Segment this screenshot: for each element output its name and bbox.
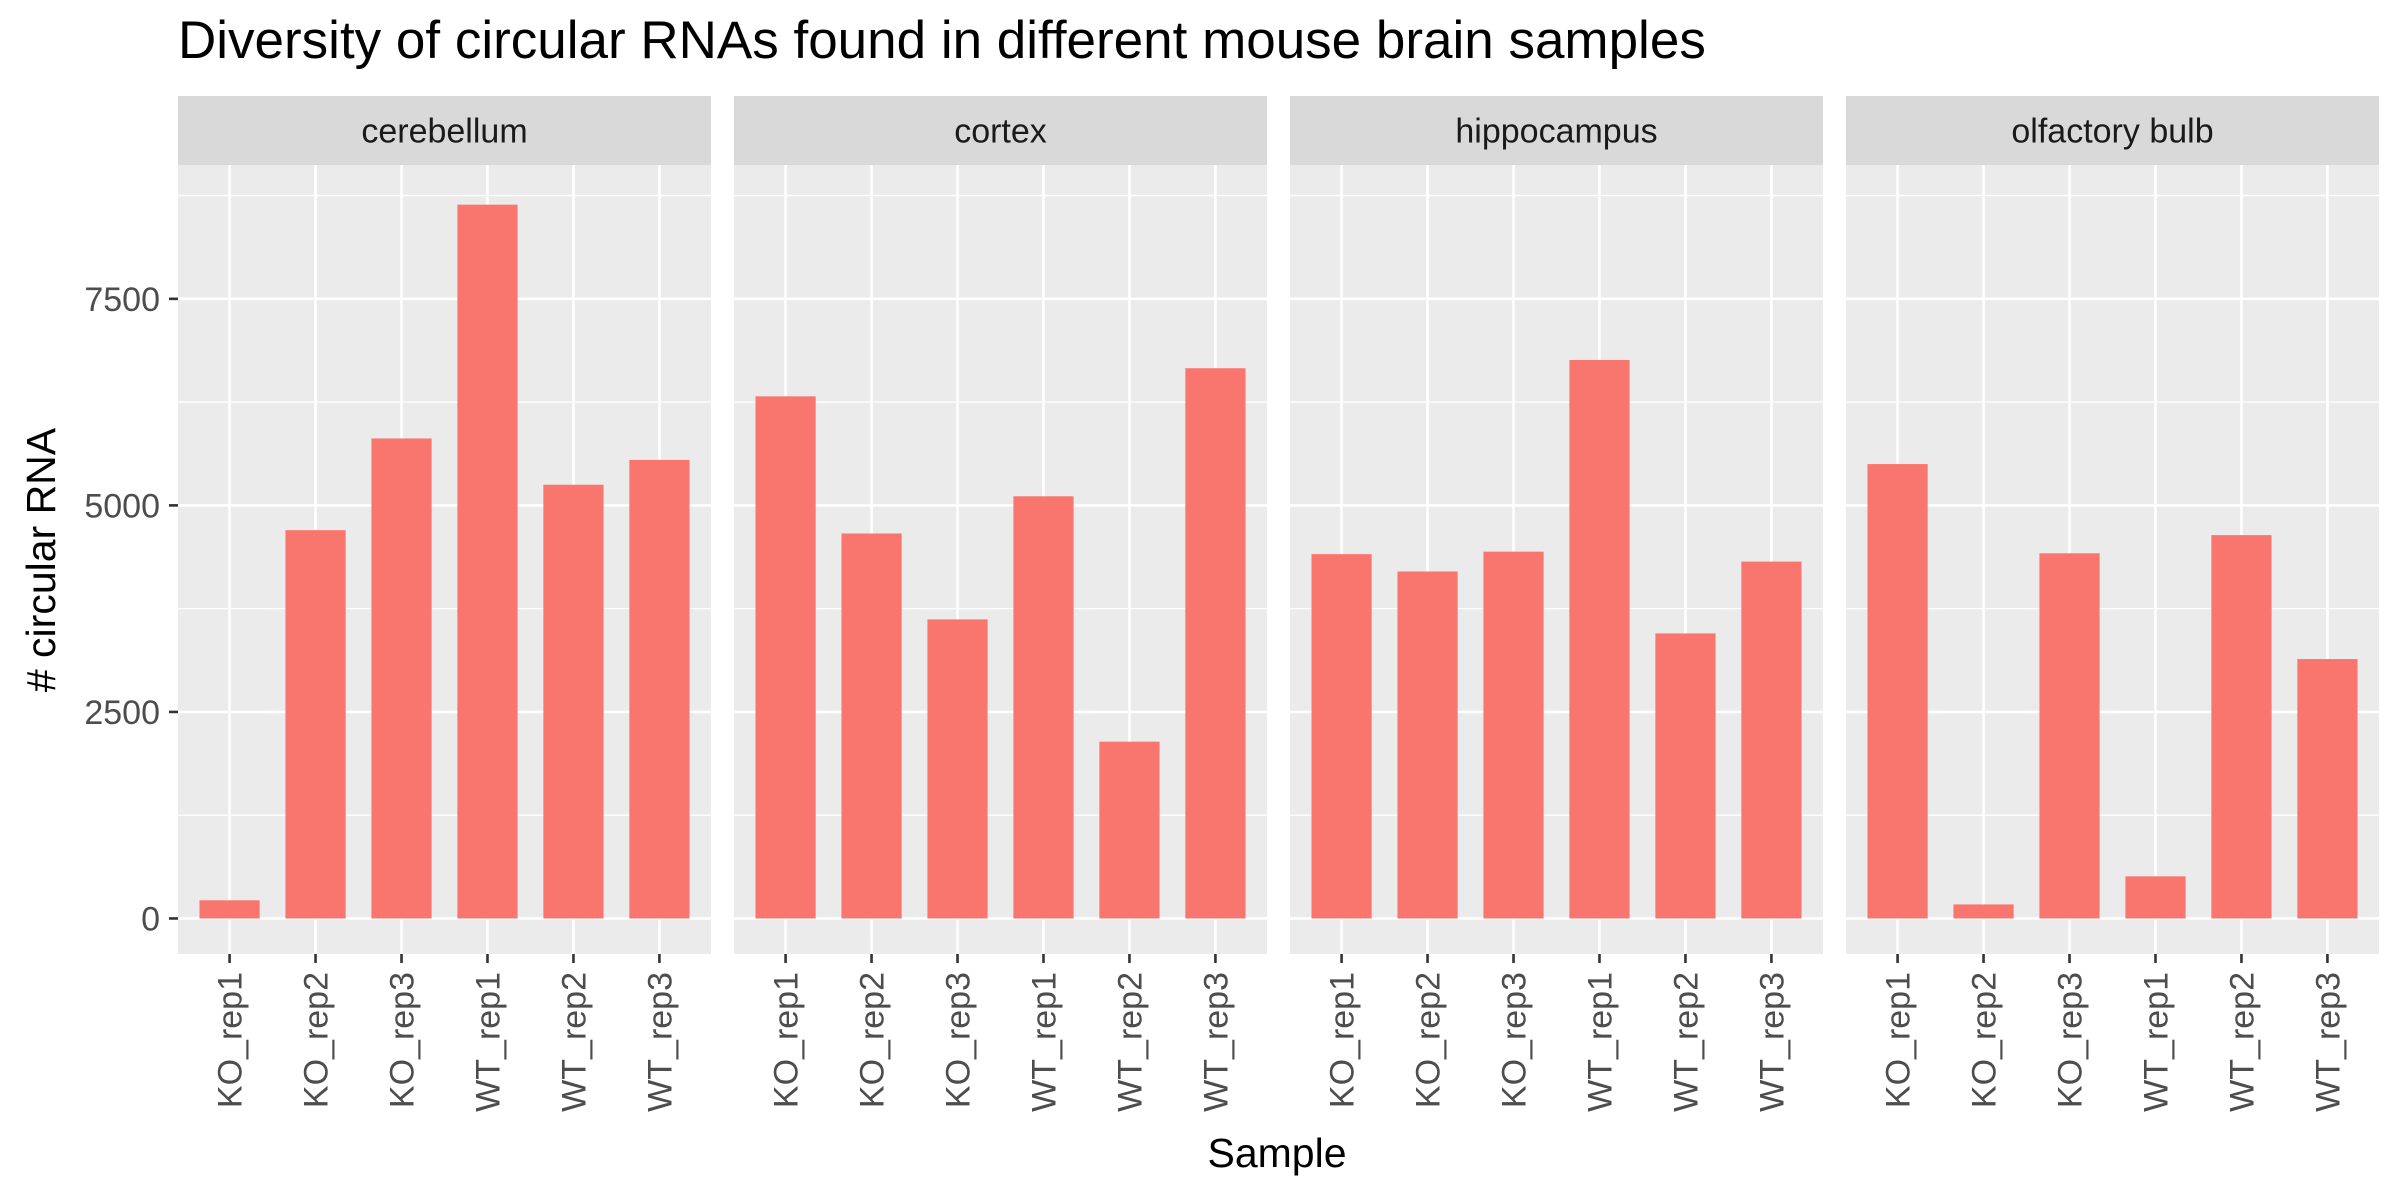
facet-strip (734, 96, 1267, 165)
facet-strip (1290, 96, 1823, 165)
panel-background (178, 165, 711, 954)
x-tick-label: WT_rep3 (641, 972, 679, 1112)
bar (629, 459, 690, 919)
bar (1867, 464, 1928, 919)
x-tick-label: KO_rep2 (298, 972, 336, 1108)
facet-label: hippocampus (1455, 113, 1657, 151)
x-tick-label: KO_rep2 (854, 972, 892, 1108)
x-tick-label: WT_rep2 (1111, 972, 1149, 1112)
bar (2125, 876, 2186, 919)
x-tick-label: WT_rep1 (1581, 972, 1619, 1112)
bar (1185, 368, 1246, 919)
panel-background (1290, 165, 1823, 954)
y-tick-label: 0 (141, 900, 160, 938)
y-tick-label: 5000 (84, 487, 160, 525)
x-tick-label: WT_rep3 (2309, 972, 2347, 1112)
y-axis: 0 2500 5000 7500 (84, 281, 178, 938)
bar (2039, 553, 2100, 919)
x-tick-label: KO_rep1 (768, 972, 806, 1108)
bar (2297, 659, 2358, 919)
x-tick-label: WT_rep3 (1753, 972, 1791, 1112)
bar (199, 900, 260, 919)
bar (371, 438, 432, 919)
x-tick-label: WT_rep1 (469, 972, 507, 1112)
facet-panel: olfactory bulb KO_rep1 KO_rep2 KO_rep3 WT_re… (1846, 96, 2379, 1112)
bar (841, 533, 902, 919)
facet-label: olfactory bulb (2011, 113, 2213, 151)
bar (2211, 535, 2272, 919)
bar (755, 396, 816, 919)
facet-panel: hippocampus KO_rep1 KO_rep2 KO_rep3 WT_rep1 W… (1290, 96, 1823, 1112)
facet-panel: cerebellum KO_rep1 KO_rep2 KO_rep3 WT_rep1 WT… (178, 96, 711, 1112)
bar (1099, 741, 1160, 919)
bar (927, 619, 988, 919)
x-tick-label: KO_rep3 (940, 972, 978, 1108)
x-tick-label: KO_rep1 (1324, 972, 1362, 1108)
x-tick-label: WT_rep1 (1025, 972, 1063, 1112)
panel-background (734, 165, 1267, 954)
x-tick-label: KO_rep2 (1966, 972, 2004, 1108)
x-tick-label: KO_rep3 (1496, 972, 1534, 1108)
bar (1397, 571, 1458, 919)
bar (1953, 904, 2014, 919)
x-axis-title: Sample (1207, 1130, 1346, 1176)
facet-strip (178, 96, 711, 165)
x-tick-label: WT_rep2 (1667, 972, 1705, 1112)
y-axis-title: # circular RNA (18, 427, 64, 692)
x-tick-label: KO_rep2 (1410, 972, 1448, 1108)
facet-label: cerebellum (361, 113, 527, 151)
x-tick-label: WT_rep1 (2137, 972, 2175, 1112)
bar (1483, 551, 1544, 919)
panel-background (1846, 165, 2379, 954)
bar (457, 204, 518, 919)
bar (285, 530, 346, 919)
x-tick-label: KO_rep3 (384, 972, 422, 1108)
bar (1311, 554, 1372, 919)
bar (1741, 561, 1802, 919)
y-tick-label: 7500 (84, 281, 160, 319)
x-tick-label: KO_rep1 (212, 972, 250, 1108)
facet-label: cortex (954, 113, 1047, 151)
bar (1013, 496, 1074, 919)
facet-panels: cerebellum KO_rep1 KO_rep2 KO_rep3 WT_rep1 WT… (178, 96, 2379, 1112)
y-tick-label: 2500 (84, 694, 160, 732)
facet-strip (1846, 96, 2379, 165)
x-tick-label: KO_rep1 (1880, 972, 1918, 1108)
x-tick-label: WT_rep3 (1197, 972, 1235, 1112)
bar (1655, 633, 1716, 919)
x-tick-label: WT_rep2 (2223, 972, 2261, 1112)
x-tick-label: WT_rep2 (555, 972, 593, 1112)
facet-panel: cortex KO_rep1 KO_rep2 KO_rep3 WT_rep1 WT_rep… (734, 96, 1267, 1112)
bar (543, 484, 604, 919)
chart-title: Diversity of circular RNAs found in diff… (178, 11, 1706, 70)
bar (1569, 359, 1630, 919)
x-tick-label: KO_rep3 (2052, 972, 2090, 1108)
